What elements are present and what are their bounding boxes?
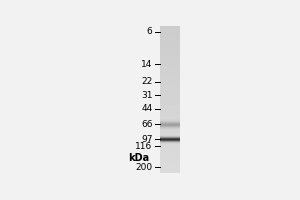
Bar xyxy=(181,24,270,178)
Text: 116: 116 xyxy=(135,142,153,151)
Text: 44: 44 xyxy=(141,104,153,113)
Text: 97: 97 xyxy=(141,135,153,144)
Text: 66: 66 xyxy=(141,120,153,129)
Text: 22: 22 xyxy=(141,77,153,86)
Bar xyxy=(38,24,160,178)
Text: 31: 31 xyxy=(141,91,153,100)
Text: 200: 200 xyxy=(136,163,153,172)
Text: kDa: kDa xyxy=(128,153,149,163)
Text: 6: 6 xyxy=(147,27,153,36)
Text: 14: 14 xyxy=(141,60,153,69)
